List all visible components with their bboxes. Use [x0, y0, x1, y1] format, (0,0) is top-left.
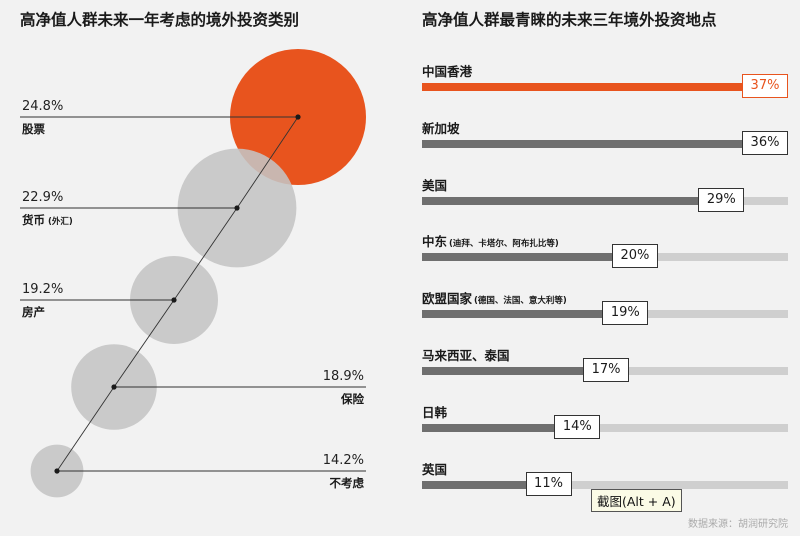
bar-chart-title: 高净值人群最青睐的未来三年境外投资地点: [422, 11, 717, 29]
bar-value-label: 11%: [525, 471, 572, 496]
bar-track: [422, 253, 788, 262]
bar-category-label: 新加坡: [422, 118, 460, 137]
bar-category-label: 中东 (迪拜、卡塔尔、阿布扎比等): [422, 231, 559, 250]
bar-track: [422, 139, 788, 148]
bar-track: [422, 480, 788, 489]
bar-value-label: 20%: [611, 244, 658, 269]
bubble-chart: 24.8% 股票 22.9% 货币 (外汇) 19.2% 房产 18.9% 保险 14.2% 不考虑: [20, 49, 366, 498]
bar-row-8: 英国 11%: [422, 459, 788, 499]
bar-value-label: 19%: [602, 301, 649, 326]
bar-track: [422, 423, 788, 432]
bar-fill: [422, 253, 614, 262]
bubble-value-label-3: 19.2%: [22, 282, 63, 297]
bar-category-name: 美国: [422, 177, 448, 193]
bar-category-label: 欧盟国家 (德国、法国、意大利等): [422, 288, 567, 307]
bar-category-note: (德国、法国、意大利等): [474, 296, 567, 307]
bubble-center-dot-5: [54, 468, 60, 474]
bar-fill: [422, 83, 777, 91]
bar-fill: [422, 367, 586, 375]
bar-category-name: 英国: [422, 461, 448, 477]
bubble-value-label-4: 18.9%: [323, 369, 364, 384]
bubble-center-dot-1: [295, 114, 301, 120]
bar-row-3: 美国 29%: [422, 175, 788, 215]
bubble-center-dot-3: [171, 297, 177, 303]
bubble-category-label-4: 保险: [340, 392, 364, 406]
bubble-center-dot-4: [111, 384, 117, 390]
bar-category-label: 英国: [422, 459, 447, 478]
bar-category-label: 日韩: [422, 402, 447, 421]
bar-category-name: 日韩: [422, 404, 448, 420]
bar-value-label: 36%: [742, 130, 788, 155]
bar-row-4: 中东 (迪拜、卡塔尔、阿布扎比等) 20%: [422, 231, 788, 271]
bubble-category-label-2: 货币 (外汇): [21, 213, 73, 227]
bar-category-name: 欧盟国家: [422, 291, 473, 307]
bar-category-name: 马来西亚、泰国: [422, 348, 510, 363]
bar-category-label: 中国香港: [422, 61, 472, 80]
bar-fill: [422, 423, 557, 432]
bar-row-5: 欧盟国家 (德国、法国、意大利等) 19%: [422, 288, 788, 328]
bubble-chart-title: 高净值人群未来一年考虑的境外投资类别: [20, 11, 300, 29]
bar-fill: [422, 480, 528, 489]
bubble-value-label-2: 22.9%: [22, 190, 63, 205]
bar-row-6: 马来西亚、泰国 17%: [422, 345, 788, 385]
bubble-category-label-3: 房产: [22, 305, 45, 319]
bubble-value-label-1: 24.8%: [22, 99, 63, 114]
bar-category-name: 中国香港: [422, 64, 473, 79]
bar-track: [422, 83, 788, 91]
bar-value-label: 29%: [698, 187, 745, 212]
bar-row-2: 新加坡 36%: [422, 118, 788, 158]
bar-fill: [422, 139, 768, 148]
bar-category-name: 中东: [422, 234, 448, 250]
bar-fill: [422, 196, 701, 205]
bar-category-label: 马来西亚、泰国: [422, 345, 510, 364]
bar-fill: [422, 310, 605, 319]
bubble-value-label-5: 14.2%: [323, 453, 364, 468]
bubble-center-dot-2: [234, 205, 240, 211]
screenshot-tooltip: 截图(Alt + A): [591, 489, 682, 512]
bubbles-group: [30, 49, 366, 498]
bubble-category-note-2: (外汇): [48, 216, 73, 227]
bubble-category-label-1: 股票: [22, 122, 45, 136]
bar-category-label: 美国: [422, 175, 447, 194]
bubble-category-label-5: 不考虑: [330, 476, 365, 490]
bar-category-name: 新加坡: [422, 120, 460, 136]
bar-value-label: 37%: [742, 74, 788, 98]
data-source: 数据来源：胡润研究院: [688, 519, 788, 530]
bar-value-label: 17%: [583, 358, 630, 382]
bar-value-label: 14%: [554, 414, 601, 439]
bar-category-note: (迪拜、卡塔尔、阿布扎比等): [449, 239, 559, 250]
bar-row-7: 日韩 14%: [422, 402, 788, 442]
bar-track: [422, 196, 788, 205]
bar-row-1: 中国香港 37%: [422, 61, 788, 101]
